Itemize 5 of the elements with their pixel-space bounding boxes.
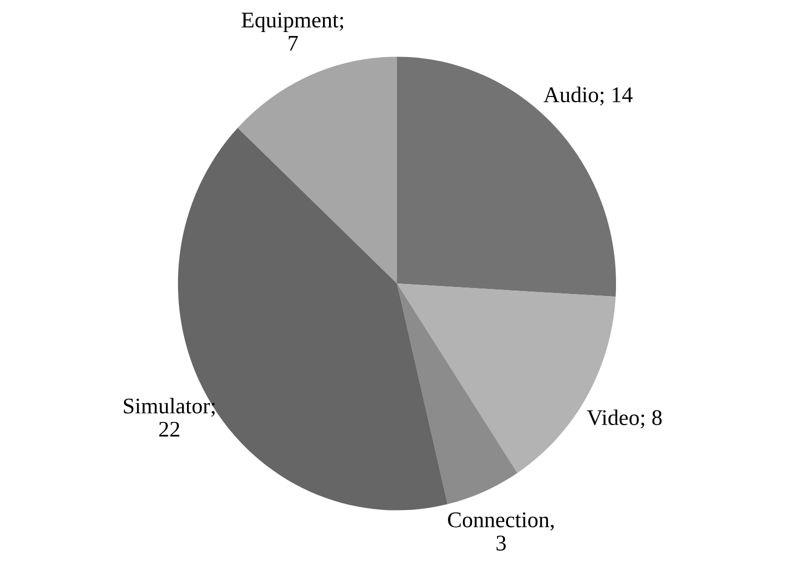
slice-label: Simulator; 22 <box>124 398 215 437</box>
slice-label: Equipment; 7 <box>242 12 344 51</box>
slice-label: Audio; 14 <box>544 86 633 106</box>
slice-label: Video; 8 <box>586 410 662 428</box>
slice-label: Connection, 3 <box>448 512 554 551</box>
